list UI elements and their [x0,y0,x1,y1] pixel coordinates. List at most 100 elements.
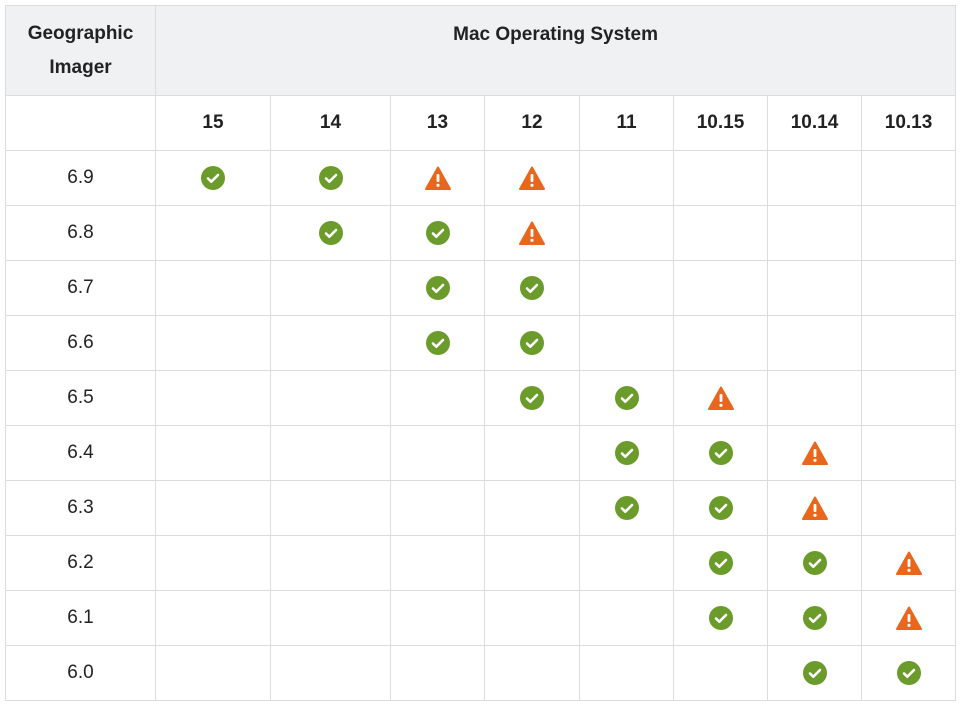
status-cell [270,480,391,536]
header-row: Geographic Imager Mac Operating System [5,5,957,96]
status-cell [579,205,674,261]
status-cell [270,315,391,371]
status-cell [270,260,391,316]
table-row: 6.4 [5,425,957,481]
status-cell [484,205,580,261]
status-cell [390,150,485,206]
status-cell [860,150,957,206]
row-label: 6.6 [5,315,156,371]
status-cell [767,480,862,536]
status-cell [860,205,957,261]
status-cell [767,425,862,481]
status-cell [155,150,271,206]
row-label: 6.3 [5,480,156,536]
table-row: 6.2 [5,535,957,591]
check-icon [802,661,827,685]
status-cell [155,480,271,536]
status-cell [579,315,674,371]
warning-icon [801,441,828,465]
status-cell [390,480,485,536]
status-cell [155,645,271,701]
status-cell [484,150,580,206]
table-row: 6.7 [5,260,957,316]
status-cell [579,590,674,646]
blank-header [5,95,156,151]
status-cell [155,205,271,261]
status-cell [767,205,862,261]
status-cell [484,590,580,646]
column-header: 13 [390,95,485,151]
status-cell [155,590,271,646]
status-cell [860,425,957,481]
check-icon [520,276,544,300]
check-icon [318,221,343,245]
status-cell [270,590,391,646]
check-icon [614,441,639,465]
status-cell [673,370,768,426]
status-cell [860,645,957,701]
status-cell [155,535,271,591]
status-cell [767,590,862,646]
check-icon [425,221,450,245]
check-icon [201,166,225,190]
table-head: Geographic Imager Mac Operating System 1… [5,5,957,151]
warning-icon [895,551,922,575]
row-label: 6.9 [5,150,156,206]
status-cell [484,260,580,316]
status-cell [270,645,391,701]
status-cell [390,425,485,481]
column-header: 10.14 [767,95,862,151]
status-cell [673,150,768,206]
status-cell [579,370,674,426]
check-icon [520,331,544,355]
column-header: 12 [484,95,580,151]
table-body: 6.9 6.8 6.7 6.6 6.5 6.4 6.3 6.2 6.1 6.0 [5,150,957,701]
status-cell [484,370,580,426]
status-cell [155,425,271,481]
row-label: 6.1 [5,590,156,646]
status-cell [484,425,580,481]
check-icon [708,551,733,575]
status-cell [860,590,957,646]
table-row: 6.3 [5,480,957,536]
column-header: 15 [155,95,271,151]
check-icon [708,606,733,630]
status-cell [579,425,674,481]
status-cell [390,370,485,426]
row-label: 6.4 [5,425,156,481]
status-cell [767,150,862,206]
check-icon [425,331,450,355]
status-cell [155,370,271,426]
check-icon [708,496,733,520]
column-header-row: 15 14 13 12 11 10.15 10.14 10.13 [5,95,957,151]
status-cell [673,590,768,646]
status-cell [673,480,768,536]
status-cell [484,535,580,591]
status-cell [484,645,580,701]
column-header: 10.15 [673,95,768,151]
status-cell [270,150,391,206]
status-cell [673,535,768,591]
table-row: 6.9 [5,150,957,206]
status-cell [767,260,862,316]
warning-icon [519,166,545,190]
row-label: 6.8 [5,205,156,261]
table-row: 6.1 [5,590,957,646]
group-header: Mac Operating System [154,5,957,96]
check-icon [708,441,733,465]
status-cell [270,535,391,591]
warning-icon [801,496,828,520]
table-row: 6.8 [5,205,957,261]
status-cell [860,260,957,316]
status-cell [579,150,674,206]
status-cell [673,260,768,316]
status-cell [579,535,674,591]
warning-icon [424,166,451,190]
check-icon [614,386,639,410]
status-cell [390,535,485,591]
warning-icon [707,386,734,410]
warning-icon [519,221,545,245]
row-label: 6.0 [5,645,156,701]
row-header-text: Geographic Imager [27,22,134,78]
